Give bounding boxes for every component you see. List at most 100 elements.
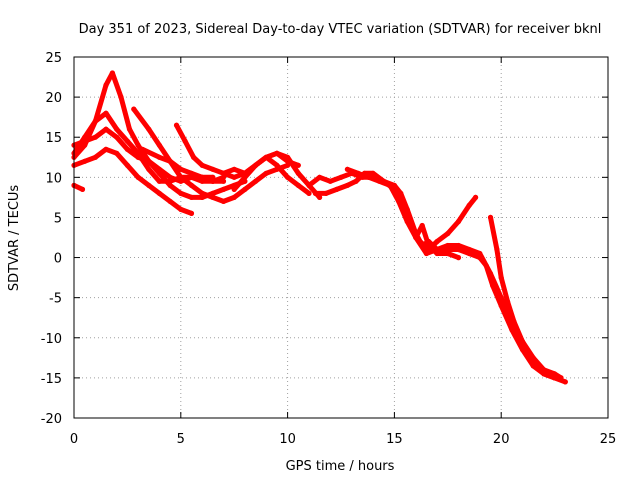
data-point — [146, 126, 152, 132]
data-point — [274, 162, 280, 168]
data-point — [135, 142, 141, 148]
data-point — [231, 174, 237, 180]
data-point — [473, 194, 479, 200]
data-point — [220, 198, 227, 204]
data-point — [498, 295, 504, 301]
data-point — [231, 166, 237, 172]
x-tick-label: 25 — [600, 432, 617, 447]
data-point — [92, 134, 98, 140]
y-tick-label: 5 — [54, 211, 62, 226]
y-tick-label: 25 — [45, 51, 62, 66]
y-tick-label: 0 — [54, 252, 62, 267]
data-point — [396, 198, 402, 204]
data-point — [210, 166, 216, 172]
data-point — [419, 222, 425, 229]
data-point — [114, 134, 120, 140]
data-point — [494, 246, 500, 253]
data-point — [338, 174, 344, 180]
data-point — [505, 299, 511, 305]
data-point — [317, 174, 323, 180]
data-point — [103, 126, 109, 132]
data-point — [220, 170, 227, 176]
data-point — [487, 214, 494, 220]
data-point — [263, 170, 269, 176]
data-point — [295, 170, 301, 176]
series-track-b — [71, 146, 195, 216]
data-point — [135, 154, 141, 160]
data-point — [423, 250, 429, 257]
y-axis-label: SDTVAR / TECUs — [7, 185, 22, 292]
data-point — [178, 190, 184, 196]
data-point — [370, 170, 376, 176]
data-point — [118, 94, 124, 100]
data-point — [146, 166, 152, 172]
data-point — [404, 218, 410, 225]
x-tick-label: 15 — [386, 432, 403, 447]
data-point — [263, 154, 269, 160]
data-point — [445, 242, 451, 249]
data-point — [103, 146, 109, 152]
data-point — [366, 174, 372, 180]
data-series-group — [71, 70, 568, 385]
series-line-track-o — [488, 214, 564, 381]
data-point — [199, 162, 205, 168]
data-point — [477, 250, 483, 257]
data-point — [114, 150, 120, 156]
data-point — [426, 242, 432, 249]
data-point — [139, 146, 145, 152]
data-point — [231, 194, 237, 200]
y-tick-label: -15 — [41, 372, 62, 387]
y-tick-label: 10 — [45, 171, 62, 186]
data-point — [562, 379, 568, 385]
data-point — [344, 182, 350, 188]
data-point — [220, 186, 227, 192]
data-point — [146, 158, 152, 164]
data-point — [487, 271, 494, 277]
data-point — [466, 202, 472, 208]
data-point — [455, 242, 462, 249]
data-point — [191, 154, 197, 160]
data-point — [210, 178, 216, 184]
data-point — [498, 275, 504, 281]
data-point — [355, 170, 361, 176]
data-point — [285, 158, 291, 164]
chart-title: Day 351 of 2023, Sidereal Day-to-day VTE… — [79, 22, 602, 37]
y-tick-label: -20 — [41, 412, 62, 427]
data-point — [156, 142, 162, 148]
x-tick-label: 0 — [70, 432, 78, 447]
data-point — [156, 154, 162, 160]
data-point — [188, 170, 195, 176]
data-point — [558, 375, 564, 381]
data-point — [541, 371, 547, 377]
data-point — [124, 162, 130, 168]
data-point — [167, 174, 173, 180]
data-point — [285, 174, 291, 180]
data-point — [242, 170, 248, 176]
data-point — [178, 206, 184, 212]
data-point — [109, 70, 115, 76]
data-point — [92, 118, 98, 124]
data-point — [253, 162, 259, 168]
data-point — [131, 106, 137, 112]
data-point — [520, 339, 526, 345]
data-point — [124, 146, 130, 152]
data-point — [103, 82, 109, 88]
data-point — [210, 194, 216, 200]
data-point — [199, 190, 205, 196]
data-point — [79, 186, 86, 192]
data-point — [327, 178, 333, 184]
data-point — [124, 138, 130, 144]
data-point — [376, 178, 382, 184]
data-point — [114, 126, 120, 132]
data-point — [188, 182, 195, 188]
data-point — [306, 190, 312, 196]
data-point — [82, 158, 88, 164]
y-tick-label: 20 — [45, 91, 62, 106]
data-point — [295, 182, 301, 188]
data-point — [434, 250, 440, 257]
data-point — [146, 182, 152, 188]
data-point — [353, 178, 359, 184]
data-point — [312, 190, 318, 196]
data-point — [413, 234, 419, 241]
series-track-o — [487, 214, 564, 381]
